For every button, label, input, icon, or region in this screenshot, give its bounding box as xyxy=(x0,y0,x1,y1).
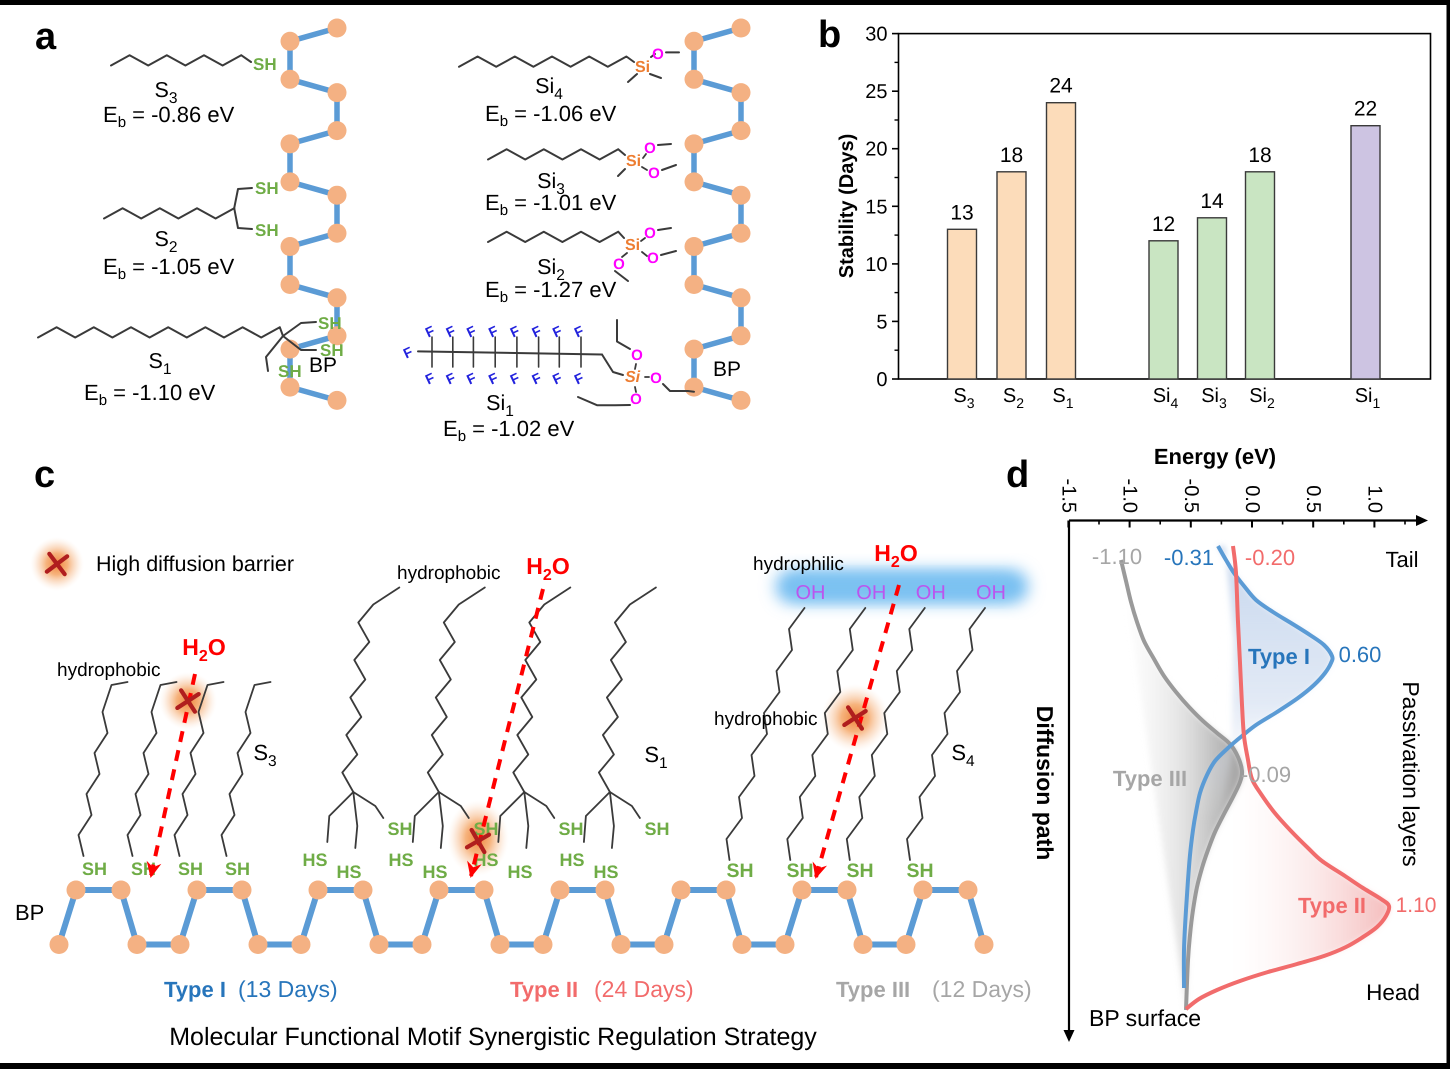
svg-text:0.60: 0.60 xyxy=(1339,642,1382,667)
svg-text:Type III: Type III xyxy=(1113,766,1187,791)
svg-text:(12 Days): (12 Days) xyxy=(932,976,1032,1002)
svg-text:0: 0 xyxy=(876,369,887,391)
svg-text:(24 Days): (24 Days) xyxy=(594,976,694,1002)
svg-text:SH: SH xyxy=(178,859,203,879)
svg-text:Molecular Functional Motif Syn: Molecular Functional Motif Synergistic R… xyxy=(169,1023,817,1051)
svg-text:Energy (eV): Energy (eV) xyxy=(1154,444,1276,469)
svg-text:a: a xyxy=(35,16,57,58)
svg-text:c: c xyxy=(34,454,55,496)
svg-text:Type II: Type II xyxy=(1298,893,1366,918)
svg-text:HS: HS xyxy=(422,862,447,882)
svg-text:BP: BP xyxy=(713,358,741,381)
svg-text:13: 13 xyxy=(950,201,973,224)
svg-text:hydrophilic: hydrophilic xyxy=(753,554,844,575)
svg-text:SH: SH xyxy=(82,859,107,879)
svg-text:0.5: 0.5 xyxy=(1302,485,1324,513)
svg-text:10: 10 xyxy=(865,254,887,276)
svg-text:Head: Head xyxy=(1366,980,1420,1005)
svg-text:30: 30 xyxy=(865,24,887,46)
svg-text:5: 5 xyxy=(876,311,887,333)
svg-text:OH: OH xyxy=(856,582,886,604)
svg-text:Type I: Type I xyxy=(164,977,226,1002)
svg-text:-1.0: -1.0 xyxy=(1119,479,1141,513)
svg-text:SH: SH xyxy=(846,860,873,882)
svg-text:hydrophobic: hydrophobic xyxy=(714,709,818,730)
svg-text:Diffusion path: Diffusion path xyxy=(1032,706,1058,861)
svg-text:-0.09: -0.09 xyxy=(1241,762,1291,787)
svg-text:-1.5: -1.5 xyxy=(1057,479,1079,513)
svg-text:Type III: Type III xyxy=(836,977,910,1002)
svg-text:SH: SH xyxy=(318,314,342,333)
svg-text:-0.20: -0.20 xyxy=(1245,545,1295,570)
svg-text:HS: HS xyxy=(593,862,618,882)
svg-text:18: 18 xyxy=(1000,144,1023,167)
svg-text:HS: HS xyxy=(388,850,413,870)
svg-text:OH: OH xyxy=(916,582,946,604)
svg-text:hydrophobic: hydrophobic xyxy=(57,660,161,681)
svg-text:Type II: Type II xyxy=(510,977,578,1002)
svg-text:hydrophobic: hydrophobic xyxy=(397,563,501,584)
svg-text:15: 15 xyxy=(865,196,887,218)
svg-text:-0.5: -0.5 xyxy=(1180,479,1202,513)
svg-text:O: O xyxy=(644,225,656,242)
svg-text:Passivation layers: Passivation layers xyxy=(1398,681,1424,866)
svg-text:Type I: Type I xyxy=(1248,644,1310,669)
svg-text:1.0: 1.0 xyxy=(1363,485,1385,513)
svg-text:OH: OH xyxy=(796,582,826,604)
svg-text:(13 Days): (13 Days) xyxy=(238,976,338,1002)
svg-text:14: 14 xyxy=(1200,190,1224,213)
svg-text:SH: SH xyxy=(786,860,813,882)
svg-text:SH: SH xyxy=(906,860,933,882)
svg-text:SH: SH xyxy=(558,819,583,839)
svg-text:SH: SH xyxy=(644,819,669,839)
svg-text:HS: HS xyxy=(507,862,532,882)
svg-text:O: O xyxy=(650,370,662,387)
svg-text:O: O xyxy=(631,347,643,364)
svg-text:b: b xyxy=(818,14,841,56)
svg-text:SH: SH xyxy=(320,341,344,360)
svg-text:SH: SH xyxy=(278,362,302,381)
svg-text:20: 20 xyxy=(865,139,887,161)
svg-text:HS: HS xyxy=(302,850,327,870)
svg-text:-0.31: -0.31 xyxy=(1164,545,1214,570)
svg-text:Si: Si xyxy=(625,237,640,254)
svg-text:High diffusion barrier: High diffusion barrier xyxy=(96,552,294,576)
svg-text:Si: Si xyxy=(626,153,641,170)
svg-text:BP surface: BP surface xyxy=(1089,1005,1201,1031)
svg-text:HS: HS xyxy=(559,850,584,870)
svg-text:O: O xyxy=(648,165,660,182)
svg-text:HS: HS xyxy=(336,862,361,882)
svg-text:SH: SH xyxy=(255,221,279,240)
svg-text:O: O xyxy=(647,250,659,267)
svg-text:18: 18 xyxy=(1248,144,1271,167)
svg-text:O: O xyxy=(652,46,664,63)
svg-text:d: d xyxy=(1006,454,1029,496)
svg-text:Tail: Tail xyxy=(1385,547,1418,572)
svg-text:BP: BP xyxy=(15,900,44,925)
svg-text:OH: OH xyxy=(976,582,1006,604)
svg-text:SH: SH xyxy=(387,819,412,839)
svg-text:1.10: 1.10 xyxy=(1396,894,1437,917)
svg-text:O: O xyxy=(630,391,642,408)
svg-text:25: 25 xyxy=(865,81,887,103)
svg-text:SH: SH xyxy=(225,859,250,879)
svg-text:SH: SH xyxy=(726,860,753,882)
svg-text:SH: SH xyxy=(253,55,277,74)
svg-text:Stability (Days): Stability (Days) xyxy=(836,134,858,278)
svg-text:Si: Si xyxy=(625,369,641,386)
svg-text:SH: SH xyxy=(255,179,279,198)
svg-text:0.0: 0.0 xyxy=(1241,485,1263,513)
svg-text:22: 22 xyxy=(1354,98,1377,121)
svg-text:12: 12 xyxy=(1152,213,1175,236)
svg-text:-1.10: -1.10 xyxy=(1092,544,1142,569)
svg-text:24: 24 xyxy=(1049,75,1073,98)
